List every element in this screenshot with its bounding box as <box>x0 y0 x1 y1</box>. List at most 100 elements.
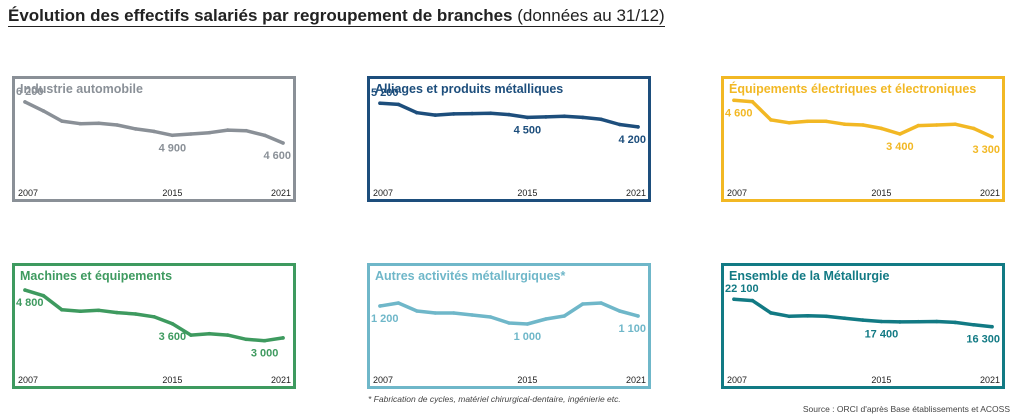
data-point <box>133 127 138 131</box>
data-point <box>225 333 230 337</box>
x-tick-label: 2007 <box>373 188 393 198</box>
x-tick-label: 2015 <box>162 375 182 385</box>
data-point <box>990 324 994 329</box>
x-tick-label: 2007 <box>373 375 393 385</box>
data-point <box>544 317 548 321</box>
data-point <box>580 115 585 120</box>
data-point <box>750 298 755 303</box>
data-point <box>207 130 212 135</box>
data-label: 5 200 <box>371 87 399 99</box>
panel-machines: Machines et équipements 4 800 3 600 3 000 2… <box>12 263 296 389</box>
data-point <box>971 126 976 131</box>
panel-autres-activites: Autres activités métallurgiques* 1 200 1 … <box>367 263 651 389</box>
data-label: 16 300 <box>966 334 1000 346</box>
data-point <box>152 129 156 134</box>
line-chart: 1 200 1 000 1 100 2007 2015 2021 <box>371 301 646 385</box>
data-label: 3 300 <box>972 144 1000 156</box>
data-label: 3 400 <box>886 141 914 153</box>
data-point <box>170 322 175 326</box>
panel-title: Alliages et produits métalliques <box>375 82 564 96</box>
data-point <box>396 102 401 107</box>
data-point <box>544 115 548 119</box>
data-point <box>281 336 285 340</box>
data-point <box>599 301 603 305</box>
data-point <box>488 111 493 115</box>
data-point <box>750 99 755 104</box>
title-main: Évolution des effectifs salariés par reg… <box>8 6 513 25</box>
x-tick-label: 2015 <box>517 188 537 198</box>
line-chart: 4 600 3 400 3 300 2007 2015 2021 <box>725 98 1000 198</box>
data-point <box>451 112 456 116</box>
source-note: Source : ORCI d'après Base établissement… <box>802 404 1010 414</box>
data-point <box>433 311 438 315</box>
x-tick-label: 2007 <box>727 188 747 198</box>
data-point <box>990 135 994 139</box>
data-point <box>262 338 267 343</box>
data-point <box>78 309 83 313</box>
data-point <box>115 310 119 315</box>
x-tick-label: 2015 <box>871 375 891 385</box>
data-label: 4 800 <box>16 297 44 309</box>
page-title: Évolution des effectifs salariés par reg… <box>8 6 665 27</box>
data-point <box>207 331 212 336</box>
data-point <box>898 320 902 324</box>
data-point <box>396 301 401 305</box>
panel-alliages: Alliages et produits métalliques 5 200 4 … <box>367 76 651 202</box>
data-label: 1 100 <box>618 323 646 335</box>
data-label: 4 500 <box>514 124 542 136</box>
data-point <box>805 119 810 124</box>
data-point <box>805 314 810 318</box>
x-tick-label: 2021 <box>626 375 646 385</box>
data-point <box>599 117 603 122</box>
data-point <box>953 122 957 126</box>
data-point <box>861 318 865 322</box>
data-point <box>934 319 939 324</box>
series-line <box>378 301 640 326</box>
data-label: 4 900 <box>159 142 187 154</box>
data-point <box>842 122 847 126</box>
data-point <box>41 293 46 298</box>
data-point <box>636 314 640 318</box>
data-point <box>525 115 530 120</box>
data-point <box>898 132 902 136</box>
panel-title: Ensemble de la Métallurgie <box>729 269 890 283</box>
data-point <box>507 112 511 117</box>
data-point <box>23 100 27 104</box>
data-point <box>879 126 884 131</box>
data-point <box>152 315 156 319</box>
data-point <box>824 314 828 319</box>
x-tick-label: 2007 <box>727 375 747 385</box>
x-tick-label: 2021 <box>980 188 1000 198</box>
data-point <box>732 297 736 301</box>
data-point <box>225 128 230 132</box>
x-tick-label: 2007 <box>18 375 38 385</box>
data-point <box>879 319 884 324</box>
data-label: 4 600 <box>725 107 753 119</box>
data-point <box>96 121 101 125</box>
data-point <box>787 121 792 125</box>
data-point <box>60 119 64 123</box>
data-label: 3 600 <box>159 331 187 343</box>
data-point <box>787 314 792 319</box>
data-label: 1 200 <box>371 313 399 325</box>
panel-title: Industrie automobile <box>20 82 143 96</box>
line-chart: 22 100 17 400 16 300 2007 2015 2021 <box>725 283 1000 385</box>
data-point <box>470 313 474 317</box>
data-label: 1 000 <box>514 331 542 343</box>
data-point <box>842 316 847 320</box>
x-tick-label: 2015 <box>871 188 891 198</box>
x-tick-label: 2021 <box>626 188 646 198</box>
data-point <box>916 319 921 324</box>
x-tick-label: 2021 <box>271 375 291 385</box>
data-point <box>769 118 773 122</box>
data-point <box>769 311 773 315</box>
data-point <box>580 302 585 306</box>
data-point <box>433 113 438 117</box>
x-tick-label: 2015 <box>162 188 182 198</box>
x-tick-label: 2021 <box>271 188 291 198</box>
panel-automobile: Industrie automobile 6 200 4 900 4 600 2007… <box>12 76 296 202</box>
line-chart: 5 200 4 500 4 200 2007 2015 2021 <box>371 87 646 198</box>
panel-title: Équipements électriques et électroniques <box>729 82 977 96</box>
data-point <box>170 133 175 138</box>
series-line <box>732 297 994 329</box>
